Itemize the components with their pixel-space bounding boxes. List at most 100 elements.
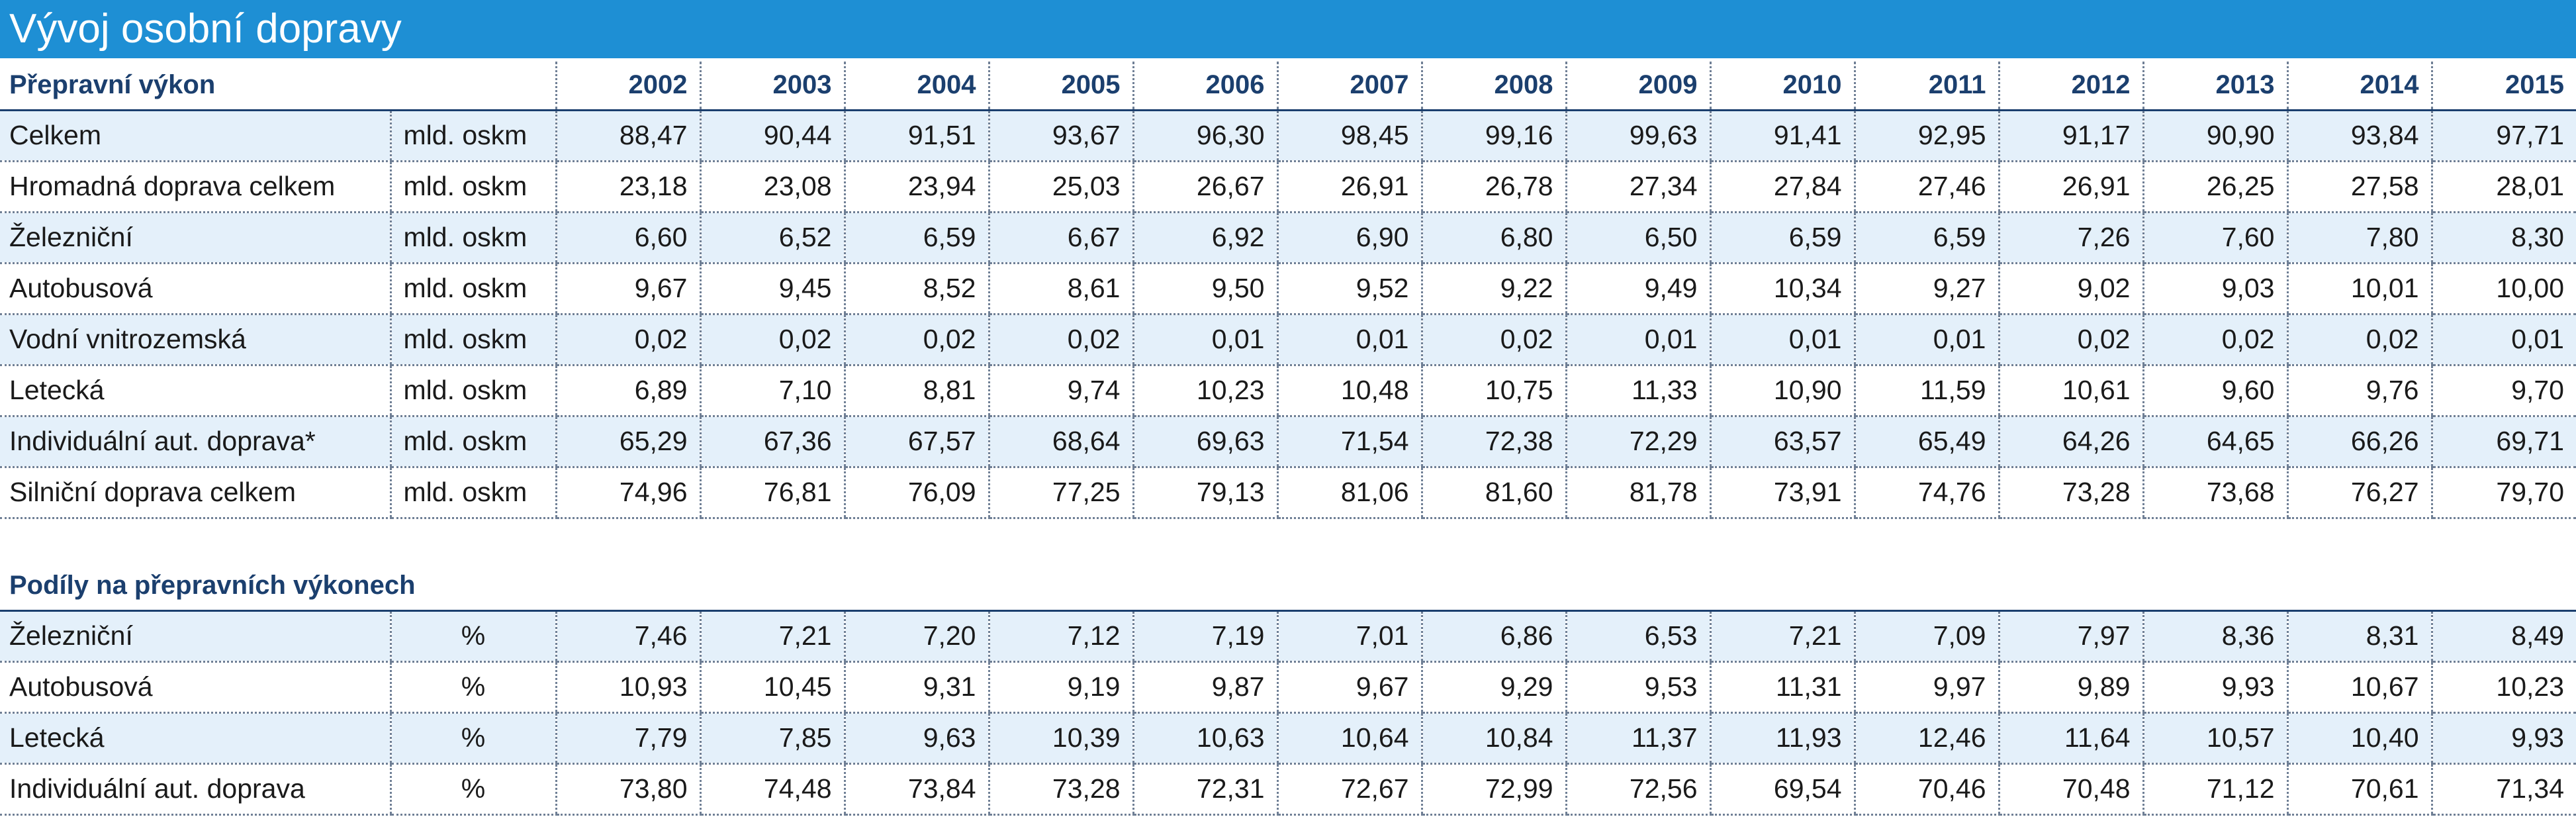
- value-cell: 72,29: [1565, 416, 1710, 468]
- value-cell: 70,46: [1853, 763, 1999, 816]
- value-cell: 0,02: [1998, 314, 2143, 366]
- value-cell: 9,27: [1853, 263, 1999, 315]
- value-cell: 23,18: [555, 161, 700, 213]
- year-header: 2009: [1565, 62, 1710, 111]
- value-cell: 7,26: [1998, 212, 2143, 264]
- value-cell: 7,21: [1709, 610, 1855, 663]
- value-cell: 66,26: [2286, 416, 2432, 468]
- value-cell: 73,68: [2142, 467, 2287, 519]
- value-cell: 8,52: [843, 263, 989, 315]
- table-row: Hromadná doprava celkem mld. oskm 23,18 23,…: [0, 161, 2576, 213]
- value-cell: 6,89: [555, 365, 700, 417]
- table-row: Silniční doprava celkem mld. oskm 74,96 76,…: [0, 467, 2576, 519]
- value-cell: 27,46: [1853, 161, 1999, 213]
- row-unit: mld. oskm: [389, 365, 556, 417]
- value-cell: 9,87: [1132, 661, 1277, 714]
- value-cell: 67,36: [699, 416, 845, 468]
- value-cell: 92,95: [1853, 110, 1999, 162]
- value-cell: 27,84: [1709, 161, 1855, 213]
- row-unit: mld. oskm: [389, 212, 556, 264]
- value-cell: 9,74: [988, 365, 1133, 417]
- value-cell: 12,46: [1853, 712, 1999, 765]
- value-cell: 72,99: [1420, 763, 1566, 816]
- header-row: Přepravní výkon 2002 2003 2004 2005 2006 2007 2…: [0, 62, 2576, 111]
- value-cell: 0,01: [1565, 314, 1710, 366]
- value-cell: 10,34: [1709, 263, 1855, 315]
- value-cell: 69,54: [1709, 763, 1855, 816]
- value-cell: 9,89: [1998, 661, 2143, 714]
- year-header: 2004: [843, 62, 989, 111]
- year-header: 2010: [1709, 62, 1855, 111]
- value-cell: 9,31: [843, 661, 989, 714]
- table-row: Autobusová% 10,93 10,45 9,31 9,19 9,87 9,67 9,2…: [0, 661, 2576, 714]
- value-cell: 76,81: [699, 467, 845, 519]
- row-label: Celkem: [0, 110, 391, 162]
- page-title: Vývoj osobní dopravy: [0, 0, 2576, 58]
- value-cell: 10,39: [988, 712, 1133, 765]
- table-row: Individuální aut. doprava* mld. oskm 65,29…: [0, 416, 2576, 468]
- row-unit: mld. oskm: [389, 314, 556, 366]
- value-cell: 8,30: [2430, 212, 2576, 264]
- value-cell: 90,44: [699, 110, 845, 162]
- value-cell: 0,01: [1709, 314, 1855, 366]
- value-cell: 7,10: [699, 365, 845, 417]
- value-cell: 26,25: [2142, 161, 2287, 213]
- row-label: Letecká: [0, 365, 391, 417]
- value-cell: 6,80: [1420, 212, 1566, 264]
- value-cell: 7,20: [843, 610, 989, 663]
- value-cell: 99,63: [1565, 110, 1710, 162]
- transport-table: Přepravní výkon 2002 2003 2004 2005 2006 2007 2…: [0, 62, 2576, 816]
- value-cell: 72,38: [1420, 416, 1566, 468]
- row-unit: %: [389, 763, 556, 816]
- value-cell: 9,49: [1565, 263, 1710, 315]
- row-unit: mld. oskm: [389, 263, 556, 315]
- value-cell: 10,64: [1276, 712, 1422, 765]
- value-cell: 70,61: [2286, 763, 2432, 816]
- value-cell: 6,92: [1132, 212, 1277, 264]
- value-cell: 9,97: [1853, 661, 1999, 714]
- value-cell: 79,13: [1132, 467, 1277, 519]
- value-cell: 0,02: [1420, 314, 1566, 366]
- value-cell: 63,57: [1709, 416, 1855, 468]
- value-cell: 7,21: [699, 610, 845, 663]
- value-cell: 11,31: [1709, 661, 1855, 714]
- value-cell: 9,67: [1276, 661, 1422, 714]
- value-cell: 9,50: [1132, 263, 1277, 315]
- value-cell: 8,61: [988, 263, 1133, 315]
- value-cell: 10,93: [555, 661, 700, 714]
- value-cell: 10,48: [1276, 365, 1422, 417]
- row-unit: mld. oskm: [389, 161, 556, 213]
- value-cell: 88,47: [555, 110, 700, 162]
- value-cell: 7,01: [1276, 610, 1422, 663]
- value-cell: 10,67: [2286, 661, 2432, 714]
- year-header: 2007: [1276, 62, 1422, 111]
- value-cell: 9,22: [1420, 263, 1566, 315]
- value-cell: 72,56: [1565, 763, 1710, 816]
- row-label: Autobusová: [0, 661, 391, 714]
- value-cell: 8,49: [2430, 610, 2576, 663]
- value-cell: 6,50: [1565, 212, 1710, 264]
- value-cell: 0,01: [1853, 314, 1999, 366]
- spacer-row: [0, 518, 2576, 562]
- value-cell: 74,48: [699, 763, 845, 816]
- value-cell: 7,60: [2142, 212, 2287, 264]
- value-cell: 10,00: [2430, 263, 2576, 315]
- value-cell: 64,65: [2142, 416, 2287, 468]
- value-cell: 72,31: [1132, 763, 1277, 816]
- value-cell: 23,94: [843, 161, 989, 213]
- table-row: Individuální aut. doprava% 73,80 74,48 73,8…: [0, 763, 2576, 816]
- value-cell: 96,30: [1132, 110, 1277, 162]
- section-header-row: Podíly na přepravních výkonech: [0, 562, 2576, 612]
- value-cell: 8,31: [2286, 610, 2432, 663]
- row-label: Hromadná doprava celkem: [0, 161, 391, 213]
- value-cell: 0,01: [2430, 314, 2576, 366]
- value-cell: 69,63: [1132, 416, 1277, 468]
- value-cell: 8,81: [843, 365, 989, 417]
- value-cell: 6,53: [1565, 610, 1710, 663]
- value-cell: 28,01: [2430, 161, 2576, 213]
- value-cell: 7,97: [1998, 610, 2143, 663]
- year-header: 2012: [1998, 62, 2143, 111]
- value-cell: 81,60: [1420, 467, 1566, 519]
- value-cell: 0,02: [988, 314, 1133, 366]
- value-cell: 6,90: [1276, 212, 1422, 264]
